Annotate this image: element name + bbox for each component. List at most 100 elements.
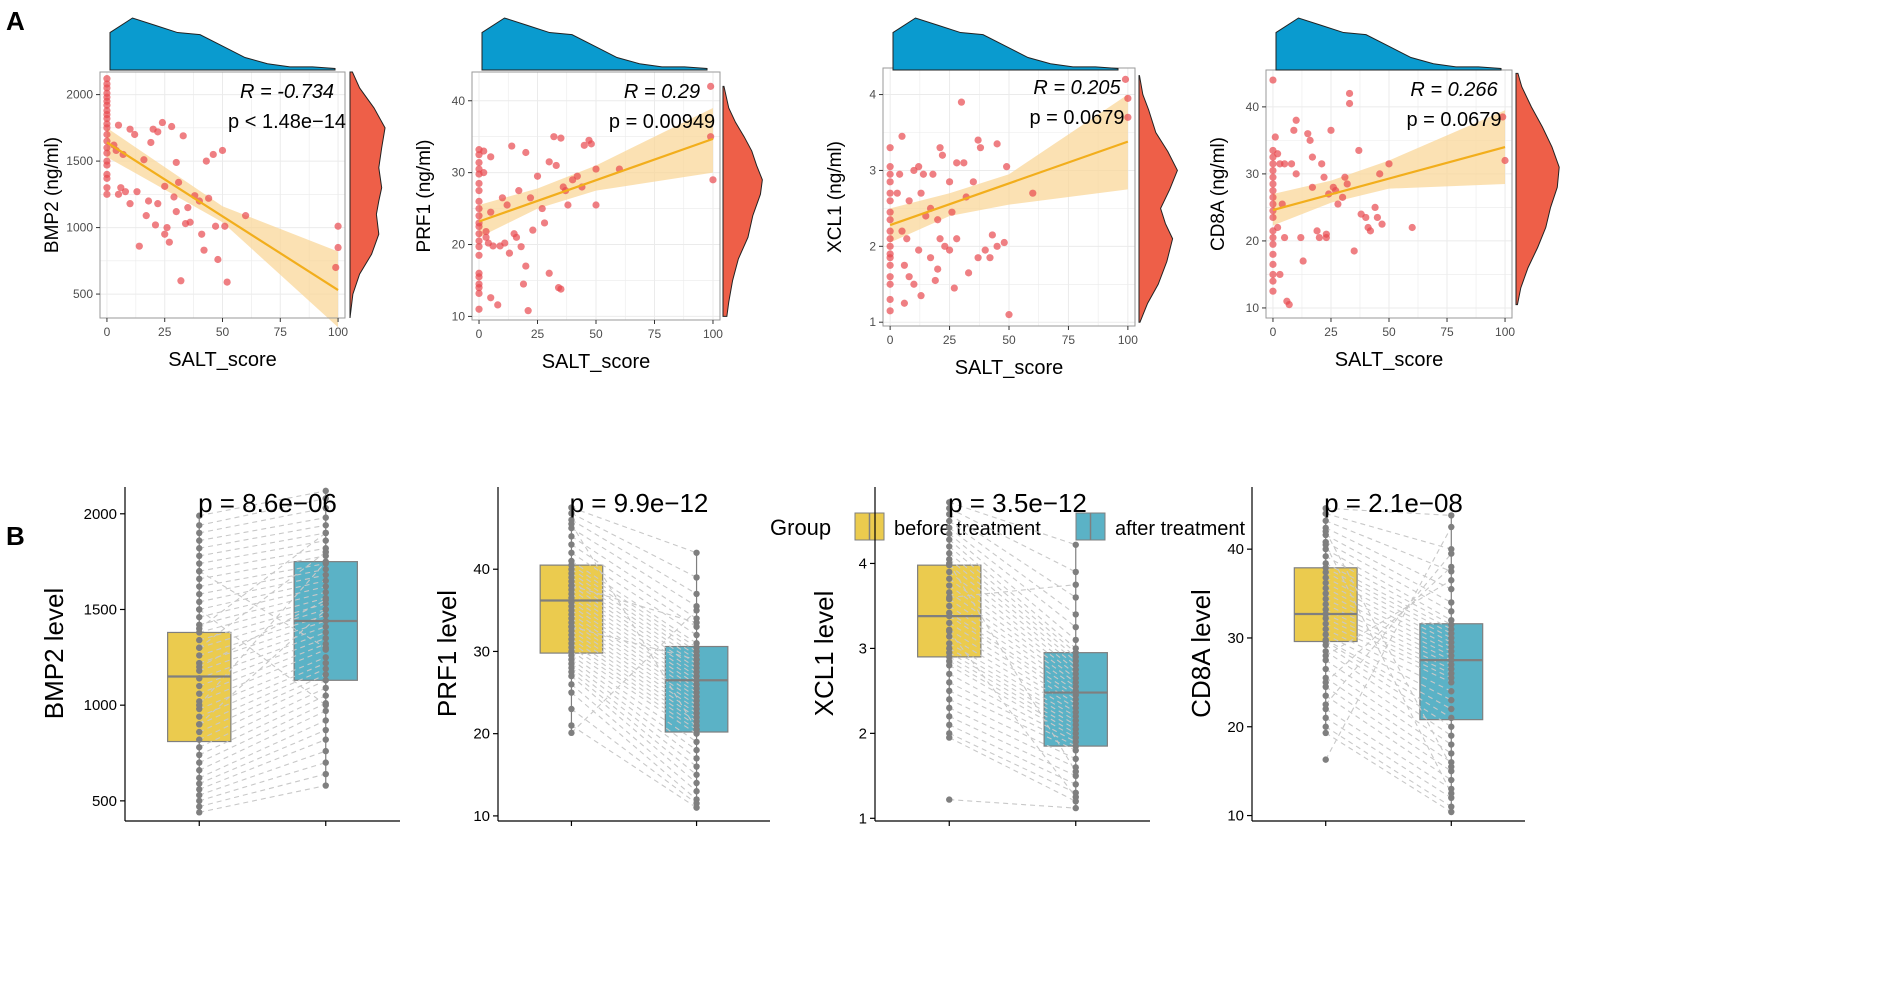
pair-line xyxy=(571,638,697,722)
scatter-point xyxy=(886,242,894,250)
x-tick-label: 75 xyxy=(274,325,288,339)
observation-point-before xyxy=(196,690,203,697)
pair-line xyxy=(571,609,697,734)
observation-point-before xyxy=(196,751,203,759)
observation-point-after xyxy=(1448,545,1455,553)
observation-point-before xyxy=(568,722,575,729)
right-density xyxy=(722,85,763,317)
observation-point-after xyxy=(322,701,329,709)
observation-point-after xyxy=(322,770,329,778)
pair-line xyxy=(199,603,326,641)
observation-point-after xyxy=(322,487,329,495)
observation-point-after xyxy=(322,692,329,699)
scatter-point xyxy=(489,242,497,250)
pair-line xyxy=(1325,577,1452,643)
observation-point-before xyxy=(1322,665,1329,673)
pair-line xyxy=(571,618,697,702)
scatter-point xyxy=(709,176,717,184)
x-tick-label: 75 xyxy=(1062,333,1076,347)
scatter-point xyxy=(905,197,913,205)
scatter-point xyxy=(886,170,894,178)
pair-line xyxy=(1325,659,1452,745)
scatter-point xyxy=(886,178,894,186)
scatter-point xyxy=(938,151,947,159)
pair-line xyxy=(199,643,326,695)
scatter-point xyxy=(1338,193,1347,201)
pair-line xyxy=(949,507,1076,573)
y-tick-label: 1000 xyxy=(66,221,93,235)
scatter-point xyxy=(1269,287,1277,295)
observation-point-before xyxy=(946,589,953,596)
pair-line xyxy=(1325,555,1452,626)
observation-point-after xyxy=(1448,759,1455,766)
observation-point-after xyxy=(1448,767,1455,775)
pair-line xyxy=(199,490,326,517)
pair-line xyxy=(1325,507,1452,516)
pair-line xyxy=(948,612,1077,696)
observation-point-after xyxy=(1072,581,1079,588)
pair-line xyxy=(199,656,326,710)
scatter-point xyxy=(103,84,111,92)
scatter-point xyxy=(103,161,111,169)
y-tick-label: 1500 xyxy=(66,154,93,168)
pair-line xyxy=(948,513,1077,598)
y-tick-label: 3 xyxy=(859,640,867,657)
scatter-point xyxy=(494,301,502,309)
observation-point-before xyxy=(946,602,953,610)
y-tick-label: 30 xyxy=(1246,167,1260,181)
pair-line xyxy=(571,683,697,792)
scatter-point xyxy=(1269,260,1277,268)
pair-line xyxy=(1325,644,1452,728)
y-tick-label: 10 xyxy=(452,309,466,323)
observation-point-after xyxy=(322,736,329,743)
observation-point-after xyxy=(693,763,700,770)
scatter-point xyxy=(545,269,553,277)
scatter-point xyxy=(475,305,483,313)
observation-point-after xyxy=(1448,803,1455,810)
scatter-point xyxy=(931,276,939,285)
pair-line xyxy=(570,523,698,730)
scatter-point xyxy=(161,182,169,190)
observation-point-before xyxy=(196,721,203,728)
observation-point-before xyxy=(1322,510,1329,517)
scatter-point xyxy=(179,132,187,140)
scatter-point xyxy=(172,208,180,216)
pair-line xyxy=(1325,513,1452,550)
observation-point-before xyxy=(196,701,203,709)
scatter-point xyxy=(900,299,908,307)
observation-point-after xyxy=(1448,608,1455,615)
observation-point-after xyxy=(322,747,329,755)
pair-line xyxy=(571,576,697,661)
pair-line xyxy=(948,647,1077,722)
observation-point-before xyxy=(1322,679,1329,686)
observation-point-after xyxy=(693,590,700,598)
pair-line xyxy=(571,568,697,652)
observation-point-after xyxy=(1448,523,1455,531)
regression-line xyxy=(889,140,1129,227)
scatter-point xyxy=(480,169,488,177)
pair-line xyxy=(571,659,697,751)
pair-line xyxy=(1325,708,1452,790)
observation-point-after xyxy=(1448,568,1455,575)
observation-point-after xyxy=(322,514,329,521)
observation-point-before xyxy=(568,729,575,737)
scatter-point xyxy=(161,230,169,238)
observation-point-before xyxy=(946,679,953,686)
pair-line xyxy=(571,663,697,759)
pair-line xyxy=(948,615,1077,700)
observation-point-before xyxy=(946,662,953,669)
observation-point-after xyxy=(1072,568,1079,576)
scatter-point xyxy=(1385,160,1393,168)
observation-point-before xyxy=(568,681,575,688)
observation-point-after xyxy=(1448,696,1455,704)
observation-point-before xyxy=(1322,705,1329,713)
observation-point-before xyxy=(946,594,953,601)
pair-line xyxy=(571,609,697,694)
pair-line xyxy=(199,547,326,572)
observation-point-before xyxy=(1322,601,1329,608)
pair-line xyxy=(948,629,1077,709)
scatter-panel-2: 0 25 50 75 100 10 20 30 40 SALT_score PRF1 (ng/ml)… xyxy=(414,17,763,373)
pair-line xyxy=(948,664,1077,739)
top-density xyxy=(109,17,336,71)
scatter-point xyxy=(1287,160,1296,168)
